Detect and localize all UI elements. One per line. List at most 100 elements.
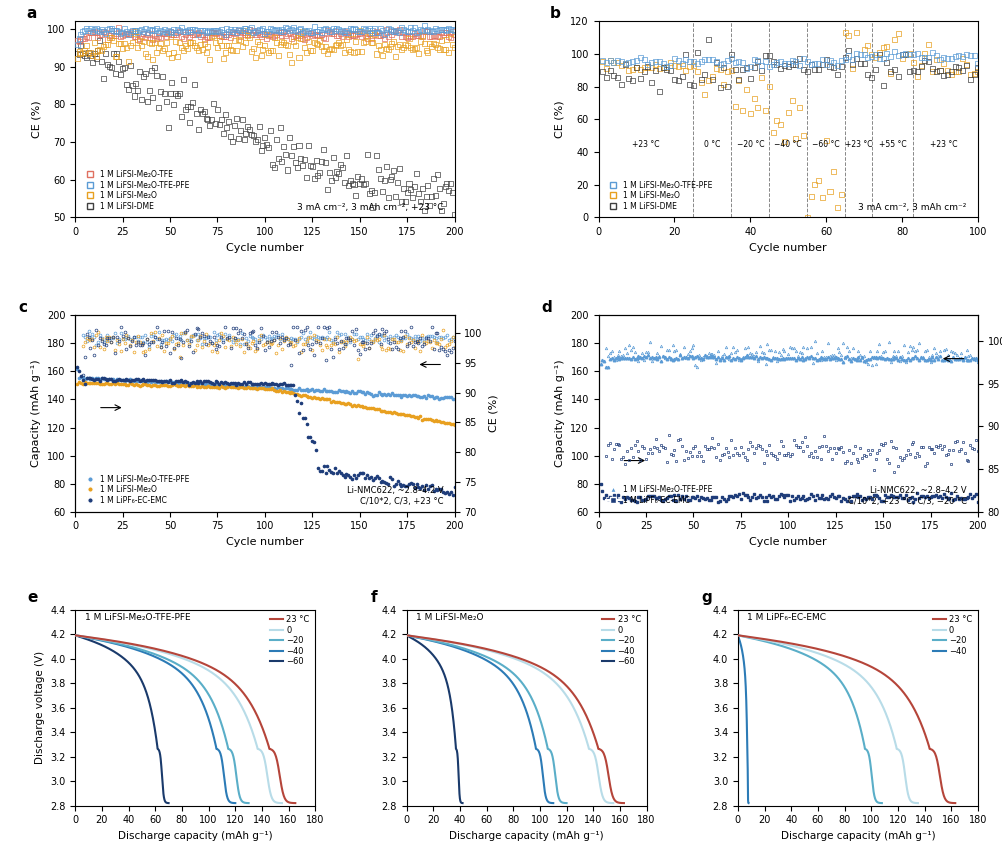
Point — [76, 43, 92, 57]
Point — [235, 133, 252, 147]
Point — [301, 27, 317, 40]
Point — [107, 29, 123, 43]
Point — [263, 43, 279, 57]
Point — [297, 41, 313, 55]
Point — [235, 23, 252, 37]
Point — [772, 62, 788, 75]
Point — [196, 105, 212, 118]
Point — [224, 26, 240, 39]
Point — [901, 47, 917, 61]
Point — [673, 57, 689, 70]
Point — [116, 60, 132, 74]
Point — [171, 36, 187, 50]
Point — [194, 23, 210, 37]
Point — [158, 35, 174, 49]
Point — [289, 25, 305, 39]
Point — [76, 24, 92, 38]
Point — [803, 57, 819, 71]
Point — [435, 196, 451, 210]
Point — [197, 111, 213, 125]
Point — [776, 57, 792, 70]
Point — [122, 58, 138, 72]
Point — [594, 55, 610, 69]
Point — [302, 27, 318, 40]
Point — [700, 74, 716, 87]
Point — [73, 27, 89, 41]
Point — [194, 43, 210, 57]
Point — [371, 162, 387, 176]
Point — [213, 39, 229, 52]
Point — [137, 22, 153, 36]
Point — [255, 27, 271, 40]
Point — [220, 115, 236, 129]
Point — [878, 39, 894, 53]
Point — [249, 132, 266, 146]
Point — [301, 23, 317, 37]
Point — [372, 21, 388, 35]
Point — [247, 51, 264, 64]
Point — [435, 27, 451, 41]
Point — [374, 28, 390, 42]
Point — [177, 39, 193, 52]
Legend: 23 °C, 0, −20, −40, −60: 23 °C, 0, −20, −40, −60 — [267, 612, 313, 669]
Point — [435, 43, 451, 57]
Point — [90, 24, 106, 38]
Point — [380, 191, 396, 205]
Point — [196, 33, 212, 46]
Text: +23 °C: +23 °C — [929, 140, 957, 149]
Point — [920, 38, 936, 51]
Point — [169, 88, 185, 102]
Point — [372, 28, 388, 42]
Point — [150, 30, 166, 44]
Point — [871, 47, 887, 61]
Point — [810, 174, 826, 188]
Point — [128, 23, 144, 37]
Point — [594, 65, 610, 79]
Point — [143, 27, 159, 41]
Point — [348, 34, 364, 48]
Point — [647, 57, 663, 71]
Point — [837, 52, 853, 66]
Point — [211, 117, 227, 131]
Point — [224, 44, 240, 57]
Point — [167, 87, 183, 100]
Point — [336, 45, 352, 59]
Point — [310, 38, 326, 51]
Point — [220, 39, 236, 52]
Point — [323, 25, 339, 39]
Point — [182, 24, 198, 38]
Point — [95, 71, 111, 85]
Point — [380, 29, 396, 43]
Point — [110, 21, 126, 34]
Point — [946, 60, 962, 74]
Point — [912, 51, 928, 64]
Point — [787, 54, 803, 68]
Point — [890, 48, 906, 62]
Point — [859, 68, 875, 81]
Point — [344, 27, 360, 40]
Point — [416, 24, 432, 38]
Point — [673, 69, 689, 83]
Point — [737, 83, 754, 97]
Point — [359, 23, 375, 37]
Point — [905, 63, 921, 77]
Point — [616, 57, 632, 71]
Point — [369, 47, 385, 61]
Point — [882, 67, 898, 81]
Point — [355, 36, 371, 50]
Point — [365, 201, 381, 214]
Point — [207, 35, 223, 49]
Point — [201, 118, 217, 132]
Point — [784, 54, 800, 68]
Point — [954, 63, 970, 77]
Point — [291, 28, 307, 42]
Point — [795, 129, 811, 143]
Point — [795, 63, 811, 76]
Legend: 23 °C, 0, −20, −40: 23 °C, 0, −20, −40 — [929, 612, 975, 659]
Point — [325, 42, 341, 56]
Point — [346, 28, 362, 42]
Point — [250, 27, 267, 41]
Point — [141, 30, 157, 44]
Point — [233, 112, 249, 126]
Point — [333, 39, 349, 52]
